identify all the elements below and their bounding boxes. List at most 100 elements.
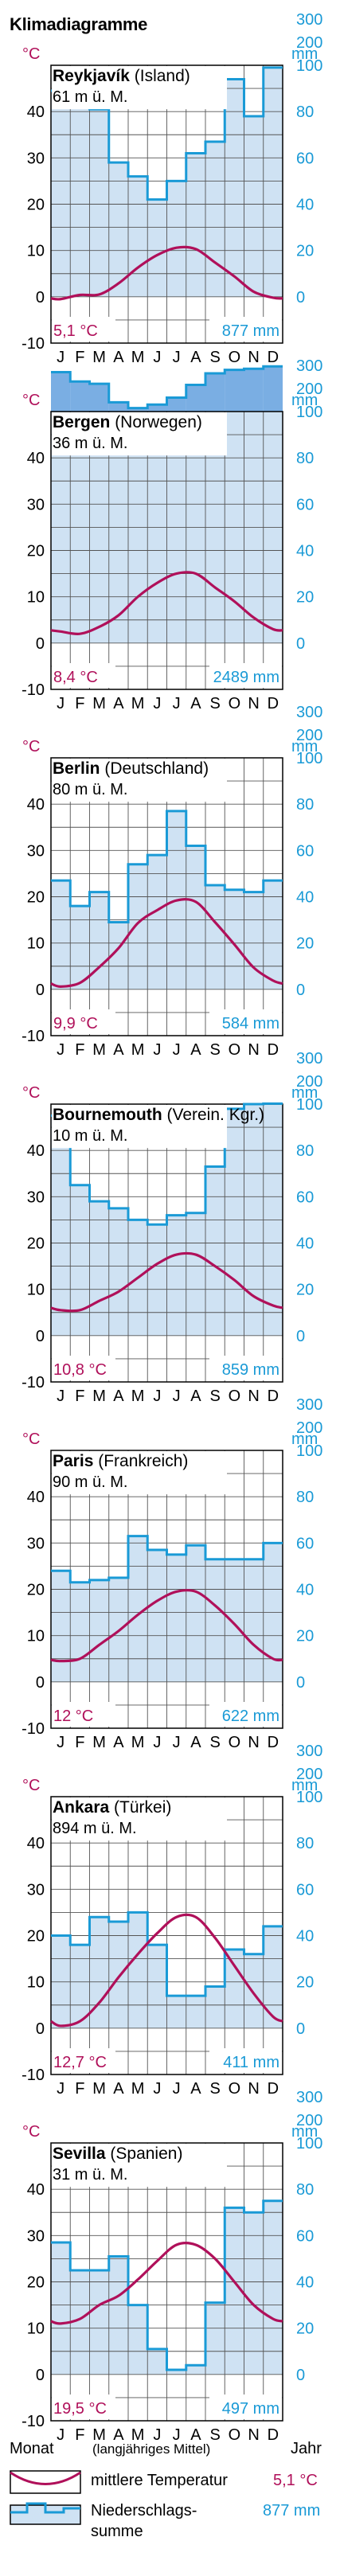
month-label: D xyxy=(268,2080,279,2098)
precipitation-tick: 100 xyxy=(296,1789,322,1806)
annual-temperature: 10,8 °C xyxy=(53,1361,107,1379)
month-label: A xyxy=(190,1388,201,1405)
city-altitude: 10 m ü. M. xyxy=(53,1127,127,1145)
month-label: O xyxy=(229,1041,241,1059)
month-label: D xyxy=(268,695,279,712)
temperature-tick: 40 xyxy=(27,1489,45,1506)
climate-chart-bournemouth: Bournemouth (Verein. Kgr.) 10 m ü. M. 10,8… xyxy=(0,1050,340,1435)
temperature-unit: °C xyxy=(22,738,40,755)
month-label: J xyxy=(173,1388,181,1405)
temperature-unit: °C xyxy=(22,1777,40,1794)
header-box xyxy=(52,2144,227,2188)
precipitation-tick: 0 xyxy=(296,1328,305,1345)
legend-year-header: Jahr xyxy=(291,2440,322,2457)
month-label: J xyxy=(153,349,161,366)
precipitation-tick: 40 xyxy=(296,197,314,214)
month-label: J xyxy=(57,695,64,712)
precipitation-tick: 0 xyxy=(296,289,305,306)
month-label: D xyxy=(268,1041,279,1059)
month-label: J xyxy=(57,1041,64,1059)
annual-precipitation: 877 mm xyxy=(222,322,279,340)
temperature-tick: 30 xyxy=(27,1188,45,1206)
precipitation-tick: 300 xyxy=(296,357,322,375)
month-label: F xyxy=(75,695,84,712)
month-label: O xyxy=(229,1388,241,1405)
precip-excess-9 xyxy=(225,369,244,412)
temperature-tick: 10 xyxy=(27,243,45,260)
city-title: Ankara (Türkei) xyxy=(53,1798,171,1817)
climate-chart-paris: Paris (Frankreich) 90 m ü. M. 12 °C 622 mm °… xyxy=(0,1396,340,1782)
city-title: Bournemouth (Verein. Kgr.) xyxy=(53,1106,264,1124)
city-altitude: 31 m ü. M. xyxy=(53,2166,127,2184)
precipitation-line xyxy=(51,365,283,410)
annual-temperature: 5,1 °C xyxy=(53,322,98,340)
header-box xyxy=(52,412,227,456)
header-box xyxy=(52,1105,227,1149)
precipitation-tick: 80 xyxy=(296,450,314,467)
temperature-tick: -10 xyxy=(21,335,45,353)
header-box xyxy=(52,1797,227,1841)
precip-excess-0 xyxy=(51,372,71,412)
annual-temp-box xyxy=(52,1009,115,1034)
precipitation-tick: 20 xyxy=(296,1974,314,1992)
month-label: M xyxy=(131,2080,145,2098)
chart-svg: Paris (Frankreich) 90 m ü. M. 12 °C 622 mm °… xyxy=(21,1396,322,1751)
annual-precip-box xyxy=(209,2048,282,2073)
precipitation-line xyxy=(51,810,283,923)
precipitation-tick: 60 xyxy=(296,2227,314,2245)
annual-precipitation: 622 mm xyxy=(222,1708,279,1725)
precipitation-tick: 300 xyxy=(296,2089,322,2106)
temperature-tick: -10 xyxy=(21,2067,45,2084)
temperature-line xyxy=(50,571,283,635)
precipitation-tick: 40 xyxy=(296,1928,314,1946)
grid-frame xyxy=(50,64,283,344)
precipitation-unit: mm xyxy=(291,45,318,63)
precipitation-tick: 200 xyxy=(296,381,322,398)
precipitation-tick: 200 xyxy=(296,2112,322,2129)
annual-temp-box xyxy=(52,317,115,342)
grid-frame xyxy=(50,1103,283,1383)
temperature-tick: 30 xyxy=(27,1881,45,1899)
month-label: M xyxy=(92,695,106,712)
annual-precip-box xyxy=(209,2395,282,2419)
month-label: A xyxy=(113,2426,124,2444)
temperature-tick: 40 xyxy=(27,103,45,121)
month-label: D xyxy=(268,349,279,366)
annual-temperature: 8,4 °C xyxy=(53,669,98,686)
temperature-tick: 0 xyxy=(36,1328,45,1345)
month-label: J xyxy=(173,1734,181,1751)
temperature-tick: 20 xyxy=(27,543,45,560)
precipitation-tick: 40 xyxy=(296,2274,314,2292)
temperature-unit: °C xyxy=(22,2123,40,2141)
month-label: F xyxy=(75,2080,84,2098)
temperature-tick: 20 xyxy=(27,2274,45,2292)
precip-excess-8 xyxy=(205,373,225,412)
temperature-tick: 0 xyxy=(36,1674,45,1692)
temperature-tick: -10 xyxy=(21,2413,45,2430)
chart-svg: Berlin (Deutschland) 80 m ü. M. 9,9 °C 584 … xyxy=(21,704,322,1059)
legend-temperature-label: mittlere Temperatur xyxy=(91,2472,228,2489)
city-name: Berlin xyxy=(53,759,100,778)
page-title: Klimadiagramme xyxy=(10,14,148,34)
city-name: Ankara xyxy=(53,1798,110,1817)
temperature-tick: 30 xyxy=(27,1535,45,1552)
temperature-tick: -10 xyxy=(21,681,45,699)
month-label: J xyxy=(57,349,64,366)
month-label: M xyxy=(131,349,145,366)
temperature-tick: 10 xyxy=(27,2320,45,2338)
precipitation-tick: 100 xyxy=(296,1442,322,1460)
precipitation-tick: 60 xyxy=(296,1535,314,1552)
month-label: A xyxy=(113,1734,124,1751)
month-label: J xyxy=(173,695,181,712)
climate-chart-sevilla: Sevilla (Spanien) 31 m ü. M. 19,5 °C 497 mm… xyxy=(0,2089,340,2474)
annual-precip-box xyxy=(209,1702,282,1727)
temperature-line xyxy=(50,1913,283,2028)
temperature-tick: 20 xyxy=(27,1582,45,1599)
annual-temperature: 12,7 °C xyxy=(53,2054,107,2071)
legend: Monat (langjähriges Mittel) Jahr mittler… xyxy=(0,2440,340,2567)
legend-month-header: Monat xyxy=(10,2440,54,2457)
month-label: S xyxy=(209,1388,220,1405)
city-name: Sevilla xyxy=(53,2145,106,2163)
temperature-line xyxy=(50,2242,283,2325)
precipitation-tick: 80 xyxy=(296,2181,314,2199)
